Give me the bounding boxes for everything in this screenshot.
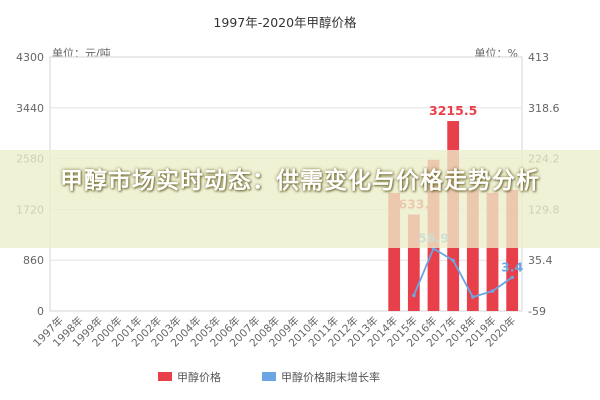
data-label: 3215.5 (429, 103, 477, 118)
legend-swatch-price (158, 372, 172, 381)
legend-label-price: 甲醇价格 (177, 370, 221, 384)
left-axis-tick-label: 4300 (16, 51, 44, 64)
right-axis-tick-label: -59 (528, 305, 546, 318)
right-axis-tick-label: 318.6 (528, 102, 560, 115)
legend-swatch-growth (262, 372, 276, 381)
chart-title: 1997年-2020年甲醇价格 (213, 15, 357, 30)
data-label: 3.4 (501, 259, 523, 274)
overlay-banner (0, 150, 600, 248)
overlay-headline: 甲醇市场实时动态：供需变化与价格走势分析 (60, 168, 540, 194)
bar (506, 189, 519, 311)
right-axis-tick-label: 413 (528, 51, 549, 64)
bar (486, 192, 499, 311)
growth-rate-line (413, 247, 513, 299)
left-axis-tick-label: 860 (23, 254, 44, 267)
left-axis-tick-label: 3440 (16, 102, 44, 115)
growth-rate-point (490, 289, 495, 293)
growth-rate-point (451, 258, 455, 263)
legend-label-growth: 甲醇价格期末增长率 (281, 370, 380, 384)
growth-rate-point (412, 293, 416, 298)
bar (466, 189, 479, 311)
growth-rate-point (510, 275, 514, 280)
growth-rate-point (471, 295, 475, 299)
right-axis-tick-label: 35.4 (528, 254, 553, 267)
bar (388, 192, 401, 311)
bar (407, 214, 420, 311)
left-axis-tick-label: 0 (37, 305, 44, 318)
